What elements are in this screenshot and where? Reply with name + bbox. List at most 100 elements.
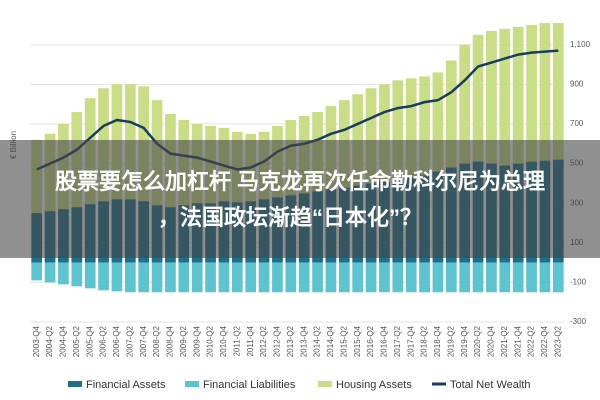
y-tick-label: 900 [570, 79, 584, 88]
bar [486, 30, 497, 164]
bar [71, 262, 83, 287]
overlay-text: 股票要怎么加杠杆 马克龙再次任命勒科尔尼为总理 [55, 169, 545, 194]
overlay-band [0, 140, 600, 258]
bar [258, 262, 270, 293]
x-tick-label: 2011-Q4 [246, 325, 255, 356]
bar [365, 88, 377, 184]
bar [512, 262, 524, 293]
bar [419, 76, 430, 176]
legend-label: Financial Assets [86, 379, 166, 391]
bar [526, 24, 537, 162]
x-tick-label: 2022-Q2 [527, 325, 536, 357]
x-tick-label: 2010-Q2 [206, 325, 215, 357]
bar [151, 262, 163, 293]
x-tick-label: 2018-Q4 [433, 325, 442, 357]
bar [486, 262, 497, 293]
x-tick-label: 2017-Q4 [406, 325, 415, 357]
bar [352, 94, 364, 186]
x-tick-label: 2005-Q4 [85, 325, 94, 357]
bar [445, 60, 457, 168]
bar [379, 262, 390, 293]
x-tick-label: 2017-Q2 [393, 325, 402, 357]
x-tick-label: 2012-Q4 [273, 325, 282, 357]
y-tick-label: 1,100 [570, 40, 591, 49]
bar [365, 262, 377, 293]
bar [472, 262, 484, 293]
x-tick-label: 2004-Q4 [59, 325, 68, 357]
bar [312, 262, 323, 293]
bar [459, 262, 471, 293]
bar [272, 262, 283, 293]
legend-swatch [68, 381, 82, 387]
bar [58, 262, 69, 285]
x-tick-label: 2019-Q2 [446, 325, 455, 357]
bar [218, 262, 230, 293]
bar [539, 22, 551, 161]
x-tick-label: 2020-Q2 [473, 325, 482, 357]
x-tick-label: 2008-Q2 [152, 325, 161, 357]
bar [138, 262, 150, 293]
bar [472, 34, 484, 162]
x-tick-label: 2006-Q2 [99, 325, 108, 357]
bar [285, 262, 297, 293]
y-tick-label: -100 [570, 277, 587, 286]
bar [405, 78, 417, 178]
bar [445, 262, 457, 293]
legend-swatch [185, 381, 199, 387]
bar [205, 262, 216, 293]
x-tick-label: 2007-Q2 [125, 325, 134, 357]
bar [245, 262, 257, 293]
bar [539, 262, 551, 293]
legend-label: Financial Liabilities [203, 379, 296, 391]
bar [392, 80, 404, 180]
bar [552, 262, 564, 293]
x-tick-label: 2008-Q4 [166, 325, 175, 357]
legend-label: Total Net Wealth [450, 379, 531, 391]
x-tick-label: 2020-Q4 [487, 325, 496, 357]
bar [124, 262, 136, 293]
x-tick-label: 2012-Q2 [259, 325, 268, 357]
x-tick-label: 2004-Q2 [45, 325, 54, 357]
bar [98, 262, 109, 291]
legend-label: Housing Assets [336, 379, 412, 391]
bar [298, 262, 310, 293]
bar [526, 262, 537, 293]
x-tick-label: 2005-Q2 [72, 325, 81, 357]
bar [552, 22, 564, 160]
bar [178, 262, 190, 293]
x-tick-label: 2014-Q2 [313, 325, 322, 357]
x-tick-label: 2014-Q4 [326, 325, 335, 357]
bar [512, 26, 524, 164]
bar [459, 44, 471, 164]
x-tick-label: 2015-Q2 [339, 325, 348, 357]
bar [165, 262, 176, 293]
x-tick-label: 2015-Q4 [353, 325, 362, 357]
bar [191, 262, 203, 293]
x-tick-label: 2009-Q2 [179, 325, 188, 357]
bar [44, 262, 56, 283]
x-tick-label: 2019-Q4 [460, 325, 469, 357]
x-tick-label: 2007-Q4 [139, 325, 148, 357]
bar [111, 262, 123, 292]
x-tick-label: 2003-Q4 [32, 325, 41, 357]
x-tick-label: 2018-Q2 [420, 325, 429, 357]
x-tick-label: 2010-Q4 [219, 325, 228, 357]
x-tick-label: 2022-Q4 [540, 325, 549, 357]
x-tick-label: 2016-Q4 [380, 325, 389, 357]
y-tick-label: 700 [570, 119, 584, 128]
bar [231, 262, 243, 293]
legend-swatch [318, 381, 332, 387]
y-tick-label: -300 [570, 317, 587, 326]
bar [379, 84, 390, 182]
x-tick-label: 2011-Q2 [232, 325, 241, 356]
bar [338, 262, 350, 293]
x-tick-label: 2013-Q4 [299, 325, 308, 357]
bar [325, 262, 337, 293]
bar [405, 262, 417, 293]
bar [432, 72, 444, 172]
x-tick-label: 2016-Q2 [366, 325, 375, 357]
bar [432, 262, 444, 293]
x-tick-label: 2021-Q4 [513, 325, 522, 357]
